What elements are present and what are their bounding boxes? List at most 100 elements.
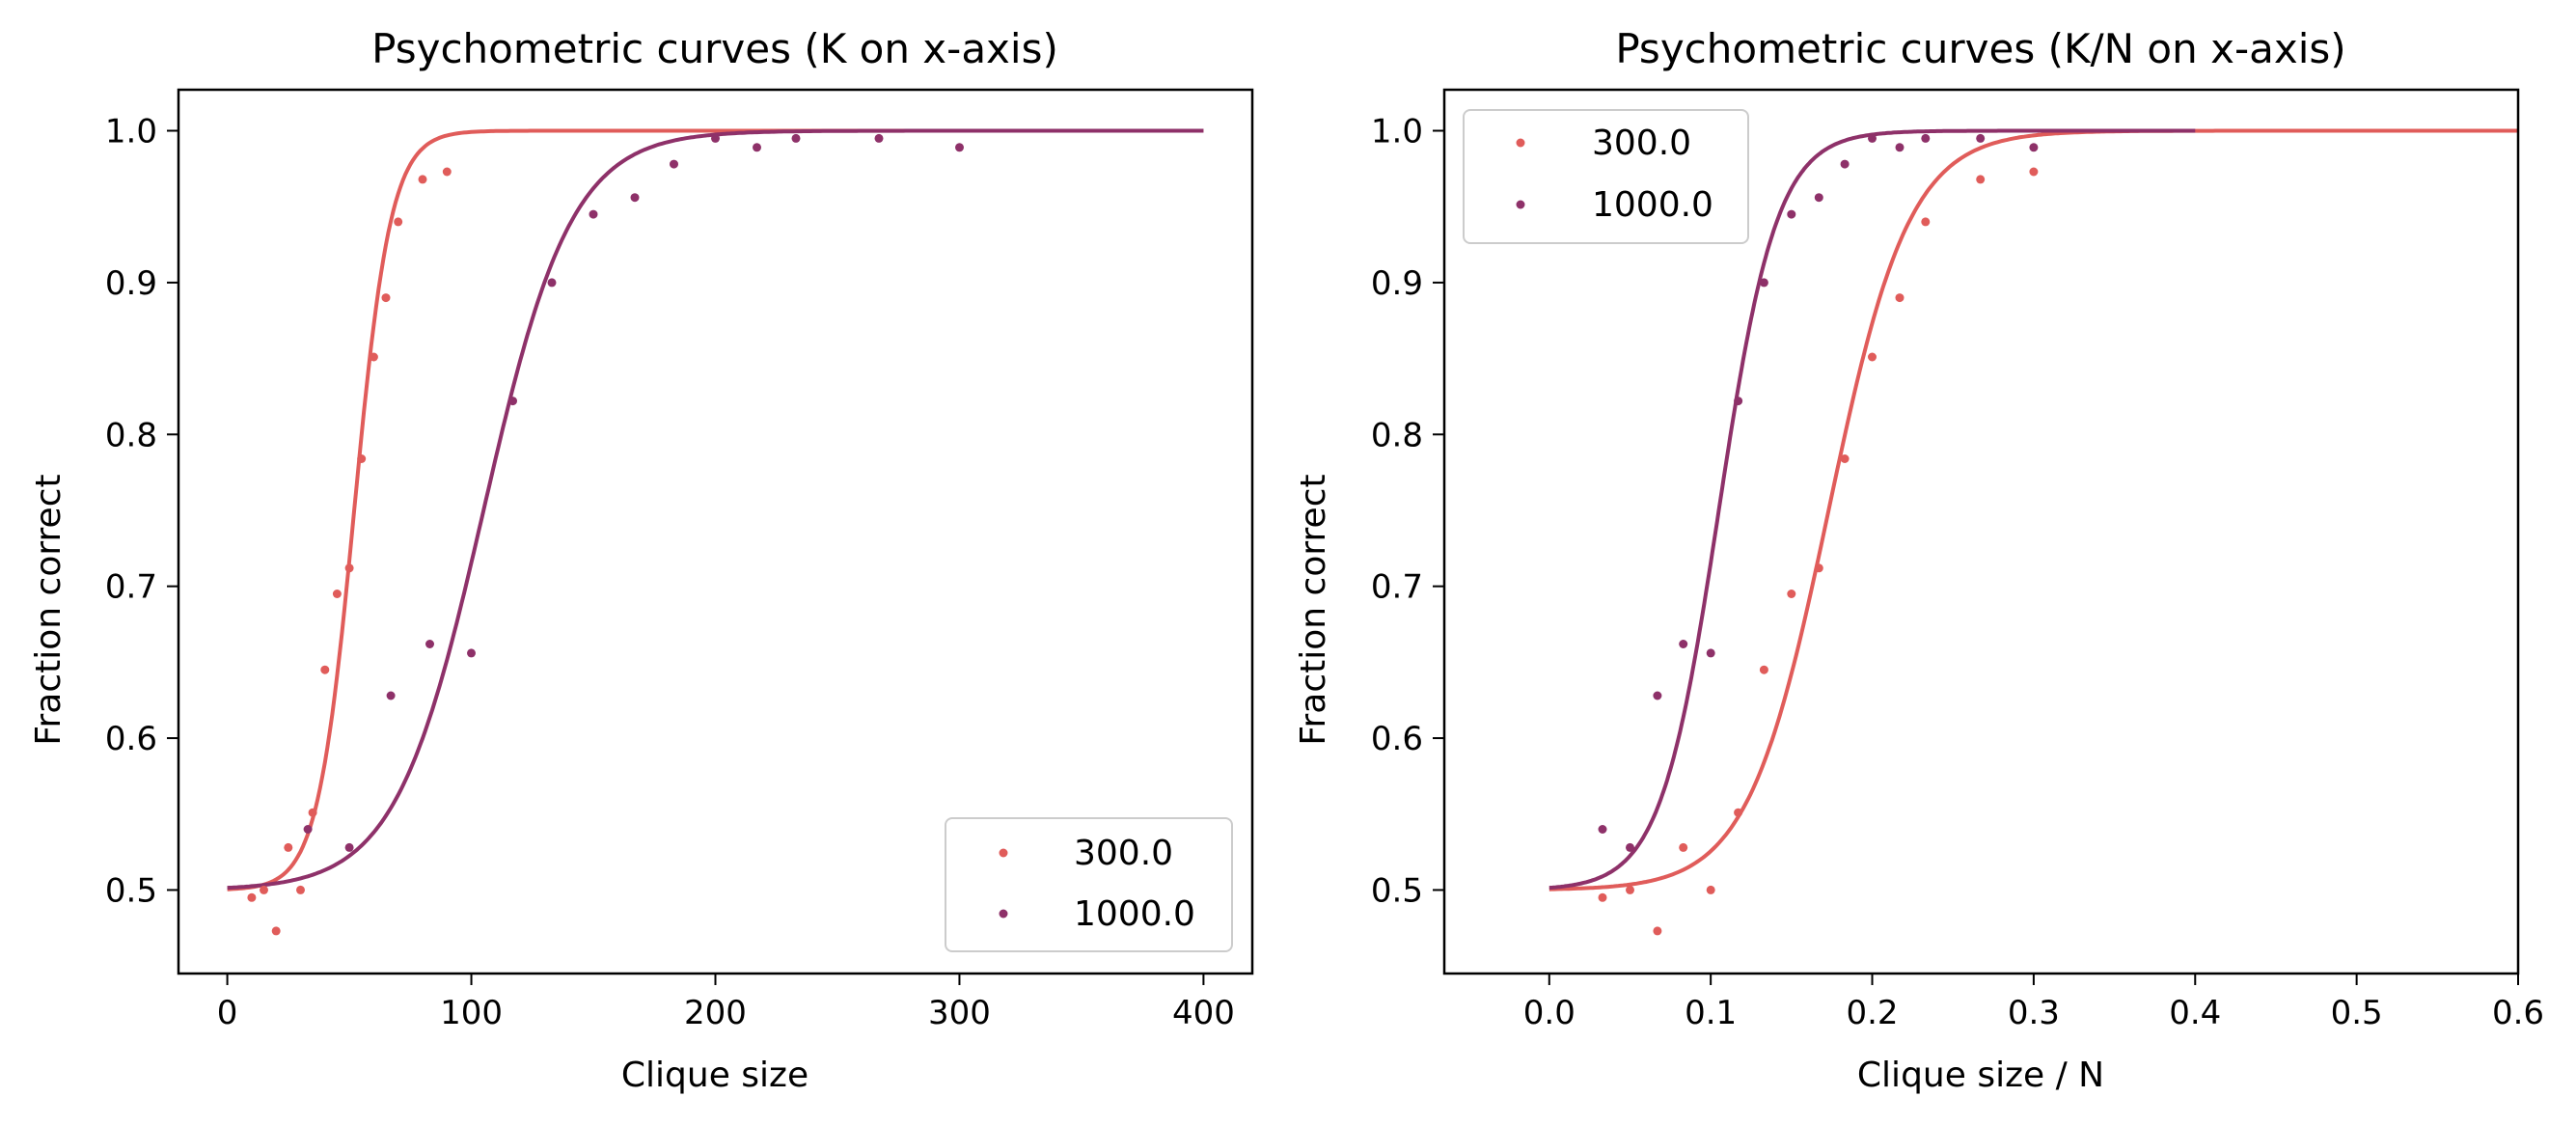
x-tick-label: 0.5	[2331, 994, 2383, 1032]
plot-area	[1548, 128, 2518, 936]
data-point-1000.0	[1976, 133, 1986, 143]
legend-label-300: 300.0	[1592, 123, 1691, 163]
legend-marker-300	[1516, 138, 1525, 148]
legend-label-300: 300.0	[1074, 834, 1173, 873]
data-point-300.0	[247, 892, 257, 902]
data-point-300.0	[442, 167, 452, 177]
data-point-300.0	[308, 808, 317, 817]
x-tick-label: 200	[684, 994, 747, 1032]
data-point-1000.0	[1868, 133, 1877, 143]
x-tick-label: 0.2	[1846, 994, 1898, 1032]
data-point-1000.0	[425, 640, 434, 648]
data-point-1000.0	[467, 648, 476, 658]
data-point-300.0	[296, 885, 305, 894]
y-axis-label: Fraction correct	[29, 474, 69, 745]
data-point-300.0	[418, 175, 427, 184]
data-point-300.0	[271, 926, 281, 936]
data-point-300.0	[260, 885, 268, 894]
y-tick-label: 0.7	[105, 568, 157, 607]
data-point-300.0	[1814, 563, 1823, 573]
data-point-300.0	[1734, 808, 1743, 817]
chart-title: Psychometric curves (K on x-axis)	[371, 25, 1058, 72]
y-tick-label: 0.6	[105, 720, 157, 758]
y-tick-label: 0.5	[1371, 871, 1423, 910]
data-point-300.0	[1840, 454, 1850, 463]
data-point-300.0	[1787, 590, 1796, 598]
data-point-1000.0	[630, 193, 640, 203]
data-point-1000.0	[508, 397, 517, 406]
data-point-300.0	[1706, 885, 1715, 894]
data-point-1000.0	[2029, 143, 2039, 152]
legend-marker-300	[999, 848, 1008, 858]
x-tick-label: 0	[217, 994, 238, 1032]
data-point-300.0	[357, 454, 367, 463]
data-point-1000.0	[1759, 278, 1768, 288]
data-point-300.0	[1679, 842, 1688, 852]
data-point-300.0	[369, 352, 378, 362]
data-point-1000.0	[955, 143, 964, 152]
data-point-300.0	[332, 590, 342, 598]
data-point-300.0	[381, 293, 391, 303]
legend: 300.0 1000.0	[1463, 109, 1749, 244]
legend-label-1000: 1000.0	[1074, 894, 1195, 934]
x-tick-label: 0.6	[2492, 994, 2544, 1032]
y-tick-label: 0.8	[105, 416, 157, 454]
y-tick-label: 0.5	[105, 871, 157, 910]
x-tick-label: 0.1	[1685, 994, 1737, 1032]
data-point-1000.0	[711, 133, 720, 143]
data-point-1000.0	[1626, 842, 1634, 852]
data-point-1000.0	[344, 842, 354, 852]
data-point-1000.0	[386, 691, 396, 700]
data-point-1000.0	[589, 209, 598, 219]
x-tick-label: 300	[928, 994, 991, 1032]
x-axis-label: Clique size	[621, 1056, 808, 1095]
legend-label-1000: 1000.0	[1592, 185, 1713, 225]
data-point-1000.0	[1706, 648, 1715, 658]
legend-marker-1000	[1516, 200, 1525, 209]
plot-area	[227, 128, 1204, 936]
x-tick-label: 400	[1172, 994, 1235, 1032]
y-tick-label: 1.0	[1371, 112, 1423, 151]
y-axis-label: Fraction correct	[1294, 474, 1333, 745]
data-point-1000.0	[1653, 691, 1662, 700]
data-point-1000.0	[791, 133, 801, 143]
data-point-1000.0	[1921, 133, 1931, 143]
axis-ticks: 0.0 0.1 0.2 0.3 0.4 0.5 0.6 0.5 0.6 0.7 0.8 0.9 1.0	[1371, 112, 2544, 1032]
data-point-300.0	[394, 217, 403, 227]
data-point-1000.0	[1814, 193, 1823, 203]
y-tick-label: 1.0	[105, 112, 157, 151]
data-point-300.0	[1868, 352, 1877, 362]
x-tick-label: 0.3	[2008, 994, 2060, 1032]
axis-ticks: 0 100 200 300 400 0.5 0.6 0.7 0.8 0.9 1.0	[105, 112, 1235, 1032]
data-point-1000.0	[1734, 397, 1743, 406]
data-point-1000.0	[753, 143, 761, 152]
x-tick-label: 0.4	[2169, 994, 2221, 1032]
data-point-300.0	[1598, 892, 1607, 902]
chart-title: Psychometric curves (K/N on x-axis)	[1615, 25, 2345, 72]
data-point-300.0	[1921, 217, 1931, 227]
data-point-300.0	[1626, 885, 1634, 894]
data-point-300.0	[1759, 665, 1768, 674]
x-axis-label: Clique size / N	[1857, 1056, 2104, 1095]
legend: 300.0 1000.0	[945, 817, 1233, 952]
data-point-1000.0	[1787, 209, 1796, 219]
data-point-1000.0	[1598, 825, 1607, 834]
legend-marker-1000	[999, 909, 1008, 919]
data-point-1000.0	[1895, 143, 1905, 152]
legend-box	[1463, 109, 1749, 244]
y-tick-label: 0.9	[1371, 264, 1423, 303]
data-point-300.0	[1653, 926, 1662, 936]
y-tick-label: 0.7	[1371, 568, 1423, 607]
fit-line-300.0	[1548, 128, 2518, 892]
data-point-300.0	[320, 665, 330, 674]
chart-k-over-n: Psychometric curves (K/N on x-axis) Cliq…	[1294, 25, 2544, 1095]
chart-k: Psychometric curves (K on x-axis) Clique…	[29, 25, 1254, 1095]
data-point-300.0	[1976, 175, 1986, 184]
data-point-1000.0	[547, 278, 557, 288]
y-tick-label: 0.6	[1371, 720, 1423, 758]
y-tick-label: 0.8	[1371, 416, 1423, 454]
legend-box	[945, 817, 1233, 952]
data-point-300.0	[344, 563, 354, 573]
